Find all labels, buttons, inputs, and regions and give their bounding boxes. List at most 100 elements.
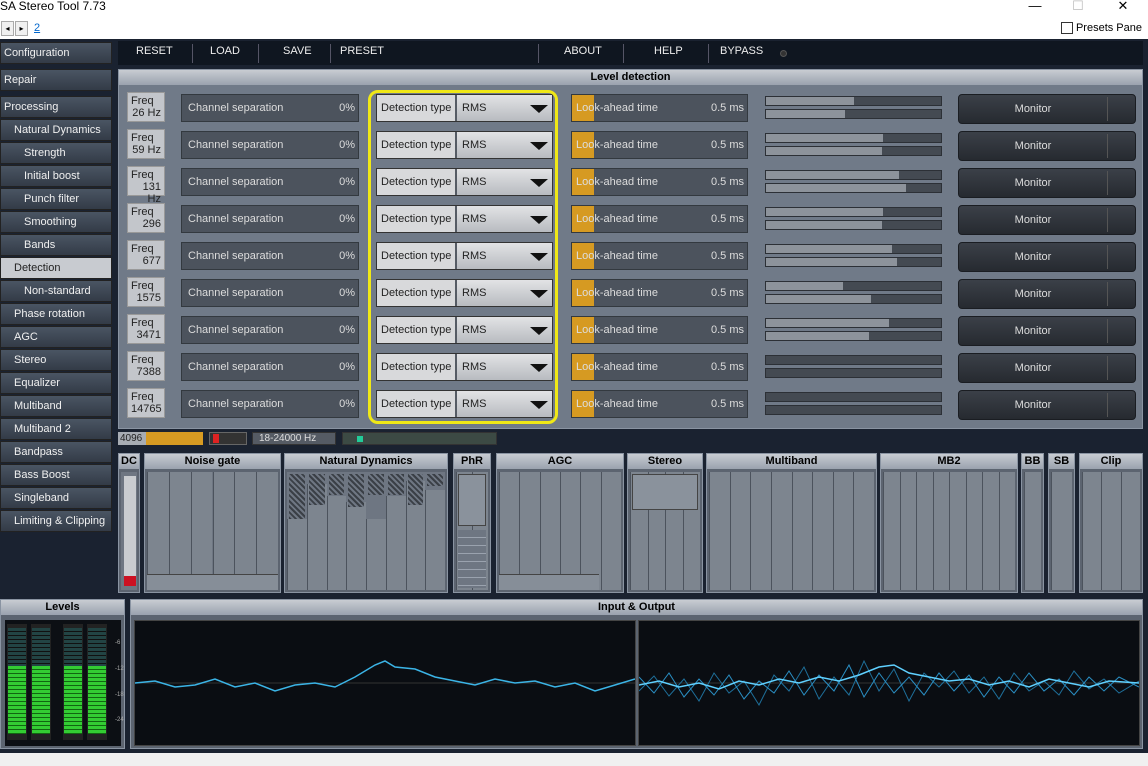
- sidebar-item-multiband[interactable]: Multiband: [0, 395, 112, 417]
- look-ahead-slider[interactable]: Look-ahead time 0.5 ms: [571, 353, 748, 381]
- menu-separator: [708, 44, 709, 63]
- dropdown-arrow-icon[interactable]: [530, 105, 548, 113]
- channel-separation-slider[interactable]: Channel separation 0%: [181, 242, 359, 270]
- level-meter-top: [765, 281, 942, 291]
- dropdown-arrow-icon[interactable]: [530, 401, 548, 409]
- dropdown-arrow-icon[interactable]: [530, 290, 548, 298]
- detection-type-select[interactable]: Detection type RMS: [376, 242, 553, 270]
- sidebar-item-bass-boost[interactable]: Bass Boost: [0, 464, 112, 486]
- sidebar-item-punch-filter[interactable]: Punch filter: [0, 188, 112, 210]
- channel-separation-slider[interactable]: Channel separation 0%: [181, 279, 359, 307]
- sidebar-item-smoothing[interactable]: Smoothing: [0, 211, 112, 233]
- detection-type-select[interactable]: Detection type RMS: [376, 94, 553, 122]
- module-natural-dynamics[interactable]: Natural Dynamics: [284, 453, 448, 593]
- sidebar-item-non-standard[interactable]: Non-standard: [0, 280, 112, 302]
- channel-separation-slider[interactable]: Channel separation 0%: [181, 316, 359, 344]
- back-arrow-icon[interactable]: ◂: [1, 21, 14, 36]
- sidebar-item-repair[interactable]: Repair: [0, 69, 112, 91]
- sidebar-item-bands[interactable]: Bands: [0, 234, 112, 256]
- about-button[interactable]: ABOUT: [564, 45, 602, 57]
- module-noise-gate[interactable]: Noise gate: [144, 453, 281, 593]
- sidebar-item-agc[interactable]: AGC: [0, 326, 112, 348]
- sidebar-item-singleband[interactable]: Singleband: [0, 487, 112, 509]
- module-mb2[interactable]: MB2: [880, 453, 1018, 593]
- monitor-label: Monitor: [1014, 103, 1052, 115]
- close-button[interactable]: ✕: [1117, 0, 1129, 13]
- sidebar-item-bandpass[interactable]: Bandpass: [0, 441, 112, 463]
- reset-button[interactable]: RESET: [136, 45, 173, 57]
- minimize-button[interactable]: —: [1028, 0, 1042, 13]
- look-ahead-slider[interactable]: Look-ahead time 0.5 ms: [571, 316, 748, 344]
- dropdown-arrow-icon[interactable]: [530, 253, 548, 261]
- bypass-button[interactable]: BYPASS: [720, 45, 764, 57]
- preset-button[interactable]: PRESET: [340, 45, 385, 57]
- look-ahead-slider[interactable]: Look-ahead time 0.5 ms: [571, 390, 748, 418]
- detection-type-select[interactable]: Detection type RMS: [376, 353, 553, 381]
- channel-separation-slider[interactable]: Channel separation 0%: [181, 131, 359, 159]
- monitor-button[interactable]: Monitor: [958, 242, 1136, 272]
- detection-type-select[interactable]: Detection type RMS: [376, 316, 553, 344]
- sidebar-item-initial-boost[interactable]: Initial boost: [0, 165, 112, 187]
- dropdown-arrow-icon[interactable]: [530, 364, 548, 372]
- look-ahead-slider[interactable]: Look-ahead time 0.5 ms: [571, 242, 748, 270]
- channel-separation-slider[interactable]: Channel separation 0%: [181, 168, 359, 196]
- monitor-button[interactable]: Monitor: [958, 131, 1136, 161]
- sidebar-item-limiting-clipping[interactable]: Limiting & Clipping: [0, 510, 112, 532]
- module-clip[interactable]: Clip: [1079, 453, 1143, 593]
- checkbox-icon[interactable]: [1060, 22, 1073, 34]
- monitor-button[interactable]: Monitor: [958, 353, 1136, 383]
- help-button[interactable]: HELP: [654, 45, 683, 57]
- sidebar-item-configuration[interactable]: Configuration: [0, 42, 112, 64]
- dropdown-arrow-icon[interactable]: [530, 142, 548, 150]
- load-button[interactable]: LOAD: [210, 45, 240, 57]
- monitor-button[interactable]: Monitor: [958, 390, 1136, 420]
- sidebar-item-phase-rotation[interactable]: Phase rotation: [0, 303, 112, 325]
- monitor-button[interactable]: Monitor: [958, 94, 1136, 124]
- save-button[interactable]: SAVE: [283, 45, 312, 57]
- sidebar-item-equalizer[interactable]: Equalizer: [0, 372, 112, 394]
- channel-separation-slider[interactable]: Channel separation 0%: [181, 353, 359, 381]
- look-ahead-slider[interactable]: Look-ahead time 0.5 ms: [571, 94, 748, 122]
- look-ahead-slider[interactable]: Look-ahead time 0.5 ms: [571, 279, 748, 307]
- look-ahead-slider[interactable]: Look-ahead time 0.5 ms: [571, 205, 748, 233]
- module-bb[interactable]: BB: [1021, 453, 1044, 593]
- detection-type-select[interactable]: Detection type RMS: [376, 205, 553, 233]
- module-sb[interactable]: SB: [1048, 453, 1075, 593]
- sidebar-item-detection[interactable]: Detection: [0, 257, 112, 279]
- sidebar-item-multiband-2[interactable]: Multiband 2: [0, 418, 112, 440]
- dropdown-arrow-icon[interactable]: [530, 327, 548, 335]
- freq-value: 26 Hz: [132, 107, 161, 119]
- module-agc[interactable]: AGC: [496, 453, 624, 593]
- sidebar-item-stereo[interactable]: Stereo: [0, 349, 112, 371]
- channel-separation-slider[interactable]: Channel separation 0%: [181, 390, 359, 418]
- detection-type-select[interactable]: Detection type RMS: [376, 131, 553, 159]
- sidebar-item-natural-dynamics[interactable]: Natural Dynamics: [0, 119, 112, 141]
- monitor-button[interactable]: Monitor: [958, 205, 1136, 235]
- look-ahead-slider[interactable]: Look-ahead time 0.5 ms: [571, 131, 748, 159]
- channel-separation-slider[interactable]: Channel separation 0%: [181, 205, 359, 233]
- module-stereo[interactable]: Stereo: [627, 453, 703, 593]
- module-dc[interactable]: DC: [118, 453, 140, 593]
- look-ahead-slider[interactable]: Look-ahead time 0.5 ms: [571, 168, 748, 196]
- sidebar-item-strength[interactable]: Strength: [0, 142, 112, 164]
- monitor-button[interactable]: Monitor: [958, 316, 1136, 346]
- maximize-button[interactable]: ☐: [1072, 0, 1084, 13]
- monitor-divider: [1107, 282, 1108, 306]
- page-link[interactable]: 2: [34, 22, 41, 34]
- module-graph: [1024, 472, 1041, 590]
- presets-pane-toggle[interactable]: Presets Pane: [1060, 22, 1142, 34]
- module-phr[interactable]: PhR: [453, 453, 491, 593]
- output-waveform: [638, 659, 1140, 707]
- dropdown-arrow-icon[interactable]: [530, 216, 548, 224]
- level-meter-bottom: [765, 331, 942, 341]
- detection-type-select[interactable]: Detection type RMS: [376, 279, 553, 307]
- detection-type-select[interactable]: Detection type RMS: [376, 168, 553, 196]
- sidebar-item-processing[interactable]: Processing: [0, 96, 112, 118]
- forward-arrow-icon[interactable]: ▸: [15, 21, 28, 36]
- detection-type-select[interactable]: Detection type RMS: [376, 390, 553, 418]
- monitor-button[interactable]: Monitor: [958, 279, 1136, 309]
- channel-separation-slider[interactable]: Channel separation 0%: [181, 94, 359, 122]
- module-multiband[interactable]: Multiband: [706, 453, 877, 593]
- monitor-button[interactable]: Monitor: [958, 168, 1136, 198]
- dropdown-arrow-icon[interactable]: [530, 179, 548, 187]
